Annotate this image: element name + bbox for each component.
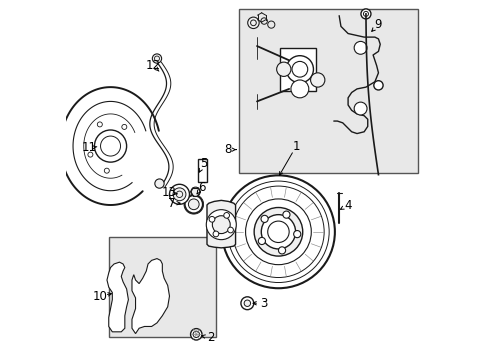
Text: 4: 4 (344, 198, 351, 212)
Circle shape (94, 130, 126, 162)
Text: 8: 8 (224, 143, 232, 156)
Circle shape (184, 195, 203, 213)
Bar (108, 237, 216, 337)
Text: 6: 6 (198, 181, 205, 194)
Circle shape (353, 102, 366, 115)
Circle shape (247, 17, 259, 28)
Circle shape (244, 300, 250, 306)
Circle shape (188, 199, 199, 210)
Text: 3: 3 (260, 297, 267, 310)
Bar (280, 48, 315, 91)
Bar (198, 158, 206, 182)
Text: 7: 7 (167, 197, 175, 210)
Circle shape (261, 215, 295, 249)
Circle shape (206, 210, 236, 240)
Circle shape (290, 80, 308, 98)
Circle shape (282, 211, 289, 218)
Circle shape (276, 62, 290, 76)
Text: 13: 13 (162, 186, 177, 199)
Circle shape (285, 56, 313, 83)
Circle shape (193, 331, 199, 338)
Circle shape (227, 227, 233, 233)
Circle shape (278, 247, 285, 254)
Circle shape (173, 188, 185, 201)
Circle shape (209, 216, 214, 222)
Circle shape (258, 237, 265, 244)
Circle shape (293, 230, 300, 238)
Circle shape (261, 215, 267, 222)
Text: 12: 12 (145, 59, 161, 72)
Polygon shape (132, 258, 169, 334)
Polygon shape (107, 262, 128, 332)
Circle shape (241, 297, 253, 310)
Circle shape (254, 207, 302, 256)
Text: 1: 1 (292, 140, 300, 153)
Circle shape (245, 199, 311, 265)
Circle shape (152, 54, 162, 63)
Polygon shape (206, 201, 235, 248)
Circle shape (169, 184, 189, 204)
Circle shape (212, 216, 230, 234)
Text: 5: 5 (199, 157, 207, 170)
Circle shape (224, 212, 229, 218)
Circle shape (155, 179, 164, 188)
Circle shape (222, 175, 334, 288)
Circle shape (353, 41, 366, 54)
Circle shape (190, 329, 202, 340)
Bar (239, 9, 417, 173)
Circle shape (190, 187, 200, 197)
Text: 11: 11 (81, 141, 97, 154)
Text: 9: 9 (374, 18, 382, 31)
Text: 2: 2 (206, 332, 214, 345)
Text: 10: 10 (92, 289, 107, 303)
Circle shape (360, 9, 370, 19)
Circle shape (373, 81, 382, 90)
Circle shape (310, 73, 324, 87)
Circle shape (213, 231, 218, 237)
